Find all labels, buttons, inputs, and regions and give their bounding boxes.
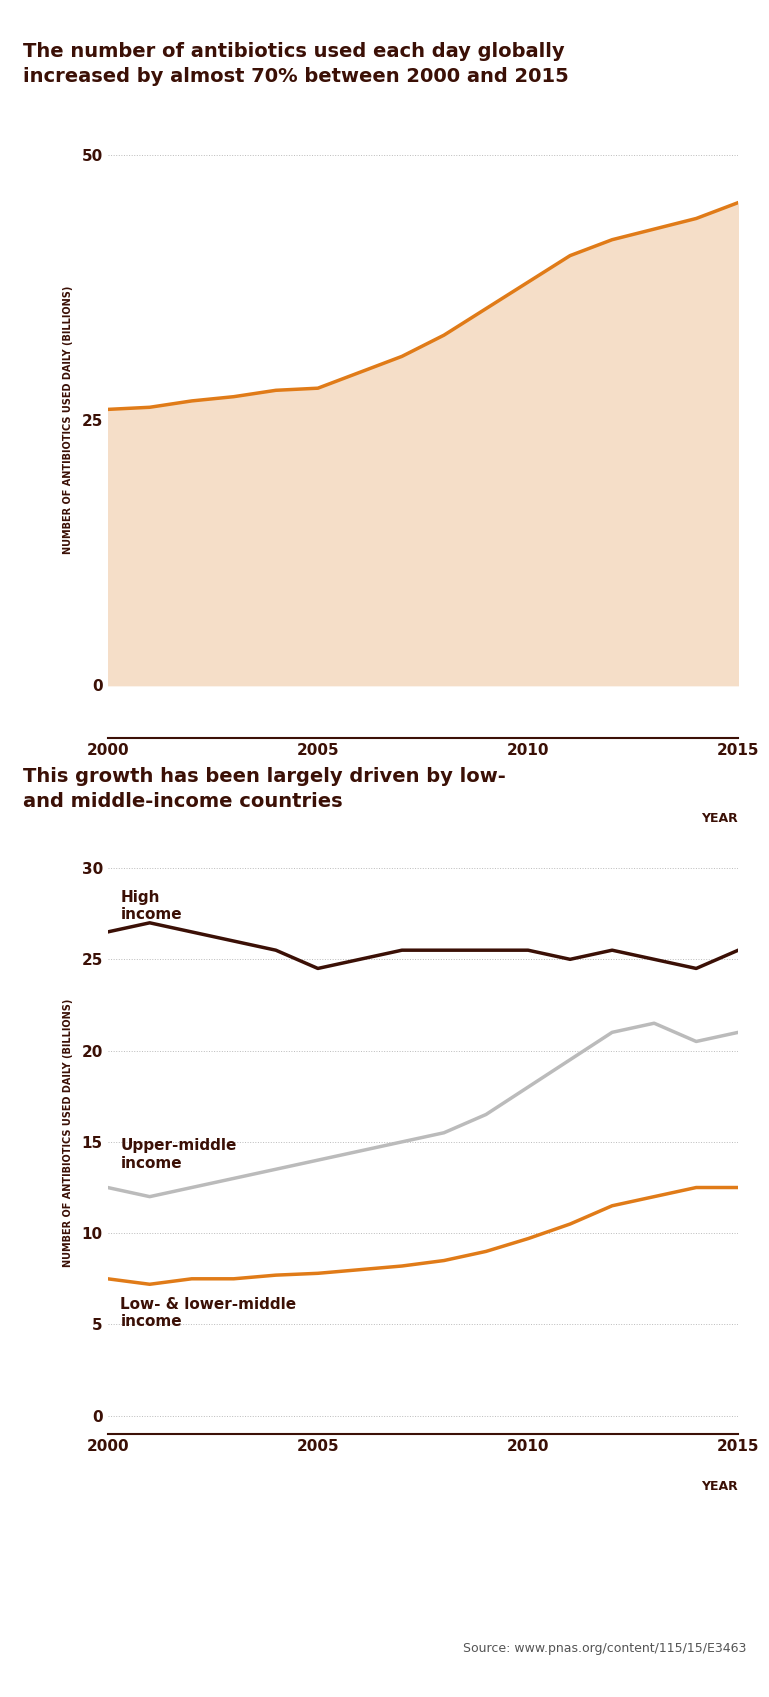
Text: Upper-middle
income: Upper-middle income	[120, 1139, 237, 1171]
Text: This growth has been largely driven by low-
and middle-income countries: This growth has been largely driven by l…	[23, 767, 506, 811]
Text: Low- & lower-middle
income: Low- & lower-middle income	[120, 1297, 296, 1329]
Text: The number of antibiotics used each day globally
increased by almost 70% between: The number of antibiotics used each day …	[23, 42, 569, 87]
Text: YEAR: YEAR	[701, 1480, 738, 1493]
Text: wellcome: wellcome	[597, 1604, 660, 1616]
Text: Source: www.pnas.org/content/115/15/E3463: Source: www.pnas.org/content/115/15/E346…	[463, 1641, 746, 1655]
Y-axis label: NUMBER OF ANTIBIOTICS USED DAILY (BILLIONS): NUMBER OF ANTIBIOTICS USED DAILY (BILLIO…	[63, 285, 73, 555]
Y-axis label: NUMBER OF ANTIBIOTICS USED DAILY (BILLIONS): NUMBER OF ANTIBIOTICS USED DAILY (BILLIO…	[63, 998, 73, 1268]
Text: YEAR: YEAR	[701, 813, 738, 825]
Text: W: W	[587, 1529, 634, 1571]
Text: High
income: High income	[120, 889, 182, 923]
